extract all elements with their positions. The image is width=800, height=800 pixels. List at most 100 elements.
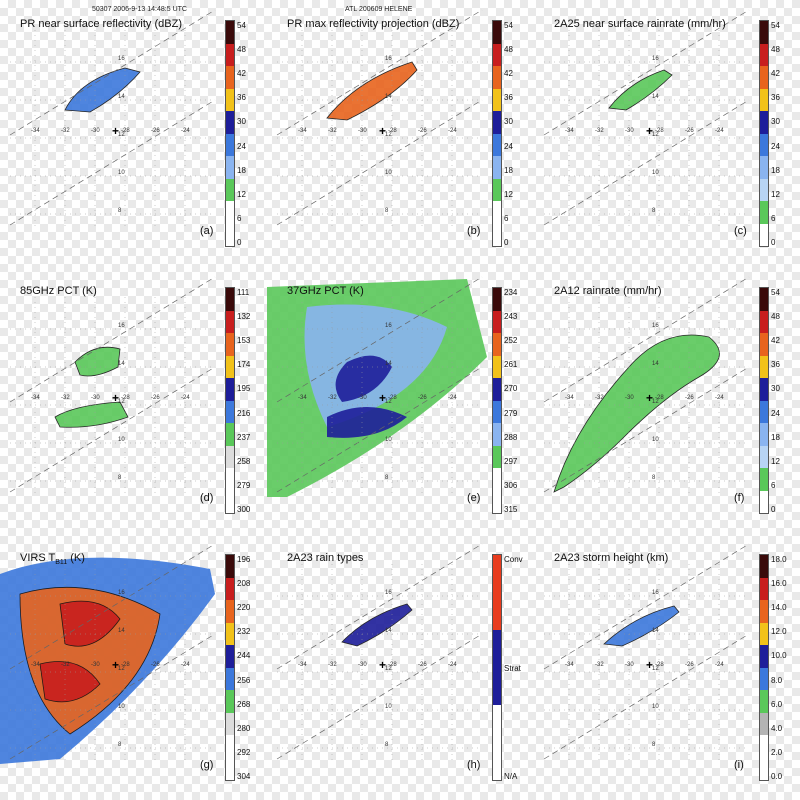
longitude-label: -26 [418,662,427,668]
longitude-label: -30 [358,395,367,401]
precipitation-region [326,61,418,121]
colorbar-segment [493,310,501,333]
colorbar-tick-label: 220 [237,603,251,613]
latitude-label: 10 [118,437,125,443]
longitude-label: -24 [448,395,457,401]
colorbar-segment [493,400,501,423]
longitude-label: -24 [448,128,457,134]
panel-i: -34 -32 -30 -28 -26 -24 16 14 12 10 8 +2A23 storm h… [534,534,800,800]
panel-title: VIRS TB11 (K) [20,552,85,567]
panel-g: -34 -32 -30 -28 -26 -24 16 14 12 10 8 + VIRS TB11 (K… [0,534,266,800]
precipitation-region [553,334,720,493]
colorbar-segment [493,223,501,246]
colorbar-tick-label: 42 [771,336,780,346]
longitude-label: -34 [298,128,307,134]
colorbar-segment [760,712,768,735]
colorbar-segment [226,133,234,156]
colorbar-tick-label: 16.0 [771,579,787,589]
colorbar-segment [760,310,768,333]
panel-title: 2A23 storm height (km) [554,552,669,564]
colorbar-segment [760,600,768,623]
colorbar-segment [226,622,234,645]
colorbar-tick-label: 54 [771,21,780,30]
longitude-label: -34 [565,662,574,668]
colorbar-segment [760,288,768,311]
longitude-label: -32 [61,662,70,668]
colorbar-segment [493,21,501,44]
colorbar-segment [493,201,501,224]
longitude-label: -26 [151,662,160,668]
colorbar-tick-label: 30 [237,117,246,127]
swath-edge-line [276,633,483,760]
colorbar-segment [226,43,234,66]
colorbar-segment [760,201,768,224]
latitude-label: 12 [118,132,125,138]
latitude-label: 12 [652,132,659,138]
colorbar-segment [493,423,501,446]
longitude-label: -24 [715,395,724,401]
colorbar-tick-label: 195 [237,384,251,394]
colorbar-segment [760,757,768,780]
panel-b: -34 -32 -30 -28 -26 -24 16 14 12 10 8 + PR max refle… [267,0,533,266]
latitude-label: 10 [385,437,392,443]
colorbar-segment [760,178,768,201]
storm-center-marker: + [112,391,119,405]
latitude-label: 16 [385,323,392,329]
colorbar [225,554,235,781]
latitude-label: 16 [385,590,392,596]
colorbar-segment [760,622,768,645]
colorbar-segment [760,735,768,758]
colorbar-tick-label: 10.0 [771,651,787,661]
colorbar-tick-label: 268 [237,699,251,709]
longitude-label: -28 [121,662,130,668]
map-plot: -34 -32 -30 -28 -26 -24 16 14 12 10 8 + [0,543,216,764]
latitude-label: 8 [385,208,389,214]
panel-title: 2A12 rainrate (mm/hr) [554,285,662,297]
latitude-label: 14 [652,94,659,100]
colorbar-segment [493,490,501,513]
longitude-label: -32 [61,128,70,134]
colorbar-tick-label: 196 [237,555,251,564]
colorbar-tick-label: 36 [771,93,780,103]
colorbar [759,20,769,247]
latitude-label: 12 [118,666,125,672]
header-storm: ATL 200609 HELENE [345,6,413,13]
colorbar-tick-label: 36 [504,93,513,103]
longitude-label: -24 [715,662,724,668]
longitude-label: -24 [181,128,190,134]
colorbar-tick-label: 0 [771,505,776,514]
longitude-label: -26 [418,395,427,401]
longitude-label: -34 [298,395,307,401]
latitude-label: 12 [652,666,659,672]
colorbar-tick-label: 36 [771,360,780,370]
longitude-label: -32 [328,395,337,401]
panel-letter: (h) [467,759,481,771]
colorbar-segment [493,88,501,111]
colorbar-tick-label: 258 [237,456,251,466]
longitude-label: -32 [595,395,604,401]
colorbar-segment [226,490,234,513]
latitude-label: 8 [385,475,389,481]
colorbar-segment [493,156,501,179]
colorbar-tick-label: 24 [237,141,246,151]
colorbar-segment [226,378,234,401]
panel-letter: (f) [734,492,745,504]
latitude-label: 10 [385,170,392,176]
colorbar [492,287,502,514]
swath-edge-line [9,276,216,403]
colorbar-segment [760,468,768,491]
swath-edge-line [9,543,216,670]
colorbar-tick-label: 54 [237,21,246,30]
swath-edge-line [543,366,750,493]
colorbar-tick-label: 315 [504,505,518,514]
colorbar-tick-label: 36 [237,93,246,103]
latitude-label: 14 [118,361,125,367]
colorbar-segment [493,43,501,66]
colorbar-tick-label: 243 [504,312,518,322]
colorbar [759,554,769,781]
colorbar-tick-label: 6.0 [771,699,783,709]
colorbar-tick-label: 12.0 [771,627,787,637]
colorbar-segment [493,630,501,705]
longitude-label: -30 [625,128,634,134]
colorbar-tick-label: Strat [504,663,521,673]
